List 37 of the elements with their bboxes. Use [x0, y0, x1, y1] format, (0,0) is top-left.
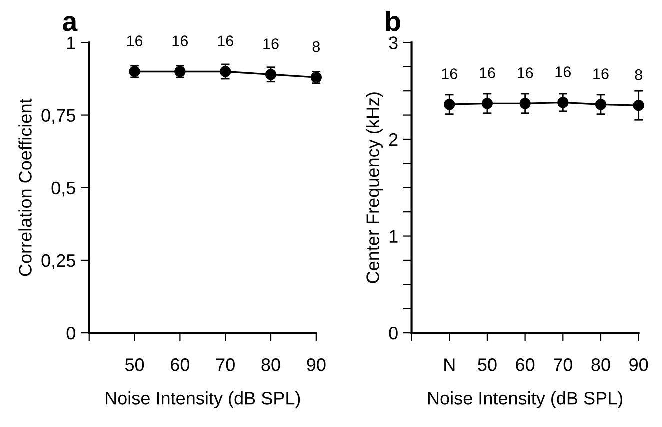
y-tick-label: 0,75 [42, 109, 76, 124]
y-tick-label: 0 [389, 326, 398, 340]
x-tick-label: 60 [171, 358, 190, 372]
x-tick-label: N [444, 358, 455, 372]
x-tick-label: 90 [307, 358, 326, 372]
annotation: 16 [480, 68, 496, 78]
y-tick-label: 0,5 [52, 182, 76, 197]
y-tick-label: 0 [66, 326, 76, 340]
annotation: 16 [518, 68, 534, 78]
annotation: 16 [264, 38, 279, 50]
annotation: 8 [635, 70, 642, 80]
x-tick-label: 60 [516, 358, 535, 372]
x-tick-label: 80 [592, 358, 610, 372]
x-tick-label: 50 [125, 358, 144, 372]
annotation: 16 [127, 36, 143, 46]
y-axis-title: Center Frequency (kHz) [366, 92, 383, 284]
x-axis-title: Noise Intensity (dB SPL) [428, 392, 623, 408]
y-tick-label: 1 [390, 230, 398, 243]
y-tick-label: 1 [68, 36, 76, 50]
annotation: 16 [594, 68, 609, 80]
annotation: 16 [218, 36, 234, 46]
annotation: 8 [312, 41, 320, 52]
y-tick-label: 0,25 [42, 254, 76, 270]
chart-title: b [386, 11, 400, 32]
chart-title: a [62, 16, 78, 32]
y-tick-label: 3 [389, 36, 398, 50]
y-tick-label: 2 [389, 133, 398, 146]
y-axis-title: Correlation Coefficient [18, 98, 32, 276]
x-tick-label: 80 [262, 358, 280, 372]
x-tick-label: 70 [216, 358, 235, 372]
annotation: 16 [442, 68, 458, 80]
x-axis-title: Noise Intensity (dB SPL) [106, 392, 300, 408]
annotation: 16 [172, 36, 188, 46]
annotation: 16 [556, 66, 571, 78]
x-tick-label: 90 [630, 358, 648, 372]
x-tick-label: 70 [554, 358, 572, 372]
x-tick-label: 50 [478, 358, 497, 372]
